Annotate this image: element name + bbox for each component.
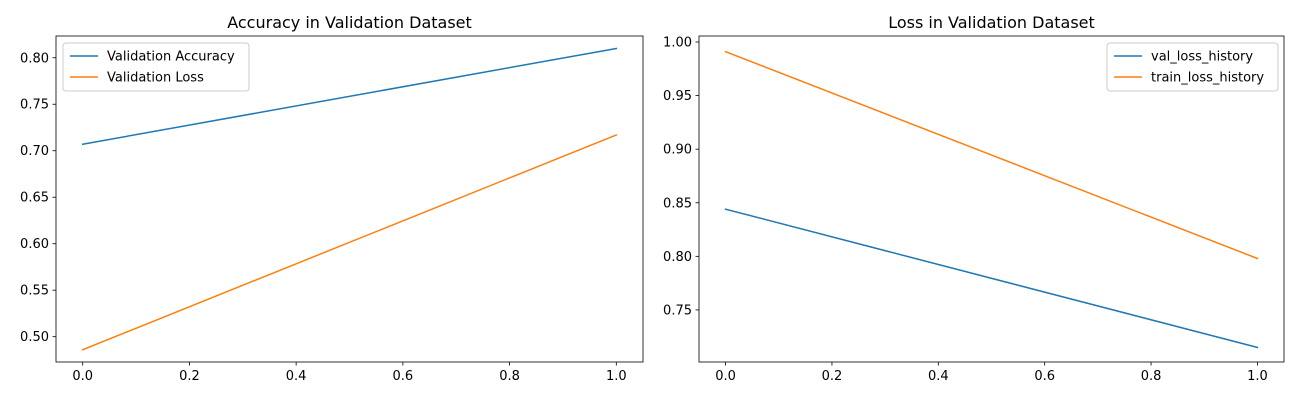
x-tick-label: 0.4 [286,369,307,384]
legend-box [62,42,250,92]
loss-chart: Loss in Validation Dataset 0.0 0.2 0.4 0.6 0.… [663,13,1285,384]
legend-label-1: Validation Loss [107,71,204,86]
x-tick-label: 1.0 [1247,369,1268,384]
series-line-0 [81,47,618,146]
y-tick-label: 0.60 [20,237,49,252]
plot-frame [55,35,644,363]
y-tick-label: 0.75 [663,303,692,318]
accuracy-chart: Accuracy in Validation Dataset 0.0 0.2 0.4 0… [20,13,644,384]
y-tick-label: 0.70 [20,144,49,159]
series-line-0 [724,208,1259,349]
y-tick-label: 0.55 [20,284,49,299]
y-tick-label: 0.80 [20,51,49,66]
legend-label-0: Validation Accuracy [107,50,235,65]
x-tick-label: 0.8 [1141,369,1162,384]
legend-box [1106,42,1279,92]
x-tick-label: 0.4 [928,369,949,384]
x-tick-label: 0.2 [822,369,843,384]
legend-label-1: train_loss_history [1151,71,1264,86]
x-tick-label: 0.8 [499,369,520,384]
x-tick-label: 1.0 [606,369,627,384]
y-tick-label: 0.75 [20,98,49,113]
series-line-1 [724,50,1259,260]
y-tick-label: 0.90 [663,143,692,158]
x-tick-label: 0.6 [393,369,414,384]
x-tick-label: 0.0 [72,369,93,384]
y-tick-label: 0.50 [20,330,49,345]
x-tick-label: 0.2 [179,369,200,384]
chart-title: Loss in Validation Dataset [888,13,1095,32]
y-tick-label: 0.65 [20,191,49,206]
series-line-1 [81,133,618,351]
y-tick-label: 0.80 [663,250,692,265]
chart-title: Accuracy in Validation Dataset [227,13,472,32]
plot-frame [698,35,1285,363]
legend-label-0: val_loss_history [1151,50,1253,65]
y-tick-label: 0.95 [663,89,692,104]
x-tick-label: 0.0 [715,369,736,384]
y-tick-label: 1.00 [663,36,692,51]
x-tick-label: 0.6 [1034,369,1055,384]
y-tick-label: 0.85 [663,196,692,211]
